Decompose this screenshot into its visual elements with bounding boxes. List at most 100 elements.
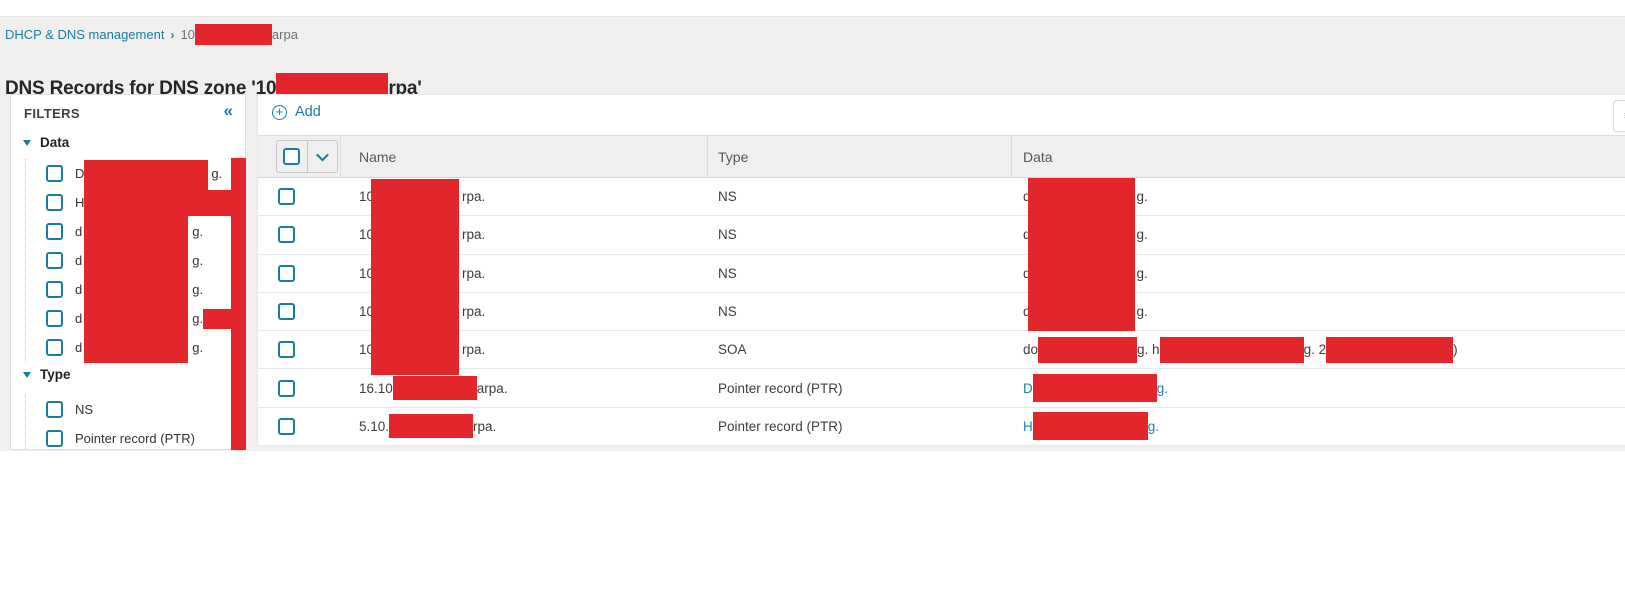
select-all-checkbox[interactable]: [283, 148, 301, 165]
filter-group-data[interactable]: Data: [23, 135, 69, 150]
filter-checkbox[interactable]: [46, 194, 63, 211]
breadcrumb-current-zone: 10 arpa: [180, 24, 298, 45]
text-fragment: NS: [75, 402, 94, 417]
filter-group-type-items: NS Pointer record (PTR): [25, 395, 195, 449]
records-panel: + Add ≡ Name Type Data: [257, 94, 1625, 447]
filter-item: NS: [46, 395, 195, 424]
filter-group-label: Type: [40, 367, 71, 382]
text-fragment: rpa.: [462, 265, 486, 281]
text-fragment: rpa.: [462, 342, 486, 358]
text-fragment: 10: [359, 304, 375, 320]
add-record-button[interactable]: + Add: [272, 104, 321, 120]
record-name-cell: 10 rpa.: [359, 178, 485, 215]
redacted-gap: [1031, 272, 1137, 274]
filter-checkbox[interactable]: [46, 430, 63, 447]
filter-checkbox[interactable]: [46, 252, 63, 269]
text-fragment: D: [1023, 380, 1033, 396]
redaction-box: [389, 414, 474, 439]
row-checkbox[interactable]: [278, 341, 295, 359]
column-header-data[interactable]: Data: [1023, 148, 1053, 165]
record-data-cell: d g.: [1023, 255, 1148, 292]
text-fragment: rpa.: [462, 189, 486, 205]
record-name-cell: 16.10 arpa.: [359, 369, 508, 406]
text-fragment: g. h: [1137, 342, 1160, 358]
text-fragment: Pointer record (PTR): [75, 431, 195, 446]
filter-item: d g.: [46, 275, 234, 304]
redaction-box: [392, 376, 477, 401]
table-row: 10 rpa. NS d g.: [258, 178, 1625, 217]
redacted-gap: [82, 260, 192, 262]
redacted-gap: [84, 173, 211, 175]
redacted-gap: [1031, 234, 1137, 236]
redaction-box: [1038, 336, 1138, 363]
divider: [306, 141, 308, 172]
filter-item: H: [46, 188, 235, 217]
column-header-name[interactable]: Name: [359, 148, 397, 165]
text-fragment: d: [75, 282, 83, 297]
text-fragment: g.: [1136, 265, 1148, 281]
column-divider: [1011, 136, 1012, 177]
filter-checkbox[interactable]: [46, 223, 63, 240]
table-body: 10 rpa. NS d g. 10 rpa. NS d g. 10 rpa. NS d g. 10 rpa. N…: [258, 178, 1625, 447]
column-header-type[interactable]: Type: [718, 148, 749, 165]
row-checkbox[interactable]: [278, 303, 295, 321]
row-checkbox[interactable]: [278, 226, 295, 244]
filter-item-label: d g.: [75, 224, 203, 239]
record-data-cell: d g.: [1023, 293, 1148, 330]
text-fragment: g.: [1136, 189, 1148, 205]
record-type-cell: Pointer record (PTR): [718, 418, 843, 434]
filter-checkbox[interactable]: [46, 281, 63, 298]
filter-checkbox[interactable]: [46, 401, 63, 418]
breadcrumb-link-dhcp-dns[interactable]: DHCP & DNS management: [5, 27, 165, 42]
filter-checkbox[interactable]: [46, 165, 63, 182]
select-menu-segment[interactable]: [308, 141, 338, 172]
redacted-gap: [1031, 196, 1137, 198]
text-fragment: d: [75, 311, 83, 326]
redacted-gap: [82, 318, 192, 320]
redaction-box: [203, 308, 232, 329]
table-row: 10 rpa. NS d g.: [258, 216, 1625, 255]
filter-item: d g.: [46, 304, 234, 333]
text-fragment: rpa': [388, 78, 422, 100]
text-fragment: g.: [192, 224, 204, 239]
add-button-label: Add: [295, 104, 321, 120]
plus-circle-icon: +: [272, 104, 287, 120]
collapse-sidebar-icon[interactable]: «: [223, 101, 233, 120]
table-header: Name Type Data: [258, 135, 1625, 178]
text-fragment: d: [1023, 189, 1031, 205]
table-options-button[interactable]: ≡: [1613, 100, 1625, 132]
row-checkbox[interactable]: [278, 188, 295, 206]
filter-item-label: H: [75, 189, 235, 216]
text-fragment: arpa: [271, 27, 298, 42]
row-checkbox[interactable]: [278, 264, 295, 282]
record-type-cell: SOA: [718, 342, 747, 358]
filter-checkbox[interactable]: [46, 310, 63, 327]
text-fragment: 10: [359, 342, 375, 358]
filter-checkbox[interactable]: [46, 339, 63, 356]
column-divider: [340, 136, 341, 177]
text-fragment: 10: [359, 227, 375, 243]
filter-group-type[interactable]: Type: [23, 367, 71, 382]
text-fragment: ): [1453, 342, 1458, 358]
text-fragment: g.: [1147, 418, 1160, 434]
chevron-down-icon: [23, 371, 31, 378]
text-fragment: g.: [192, 340, 204, 355]
filter-item: d g.: [46, 333, 234, 362]
text-fragment: d: [1023, 265, 1031, 281]
filter-item-label: d g.: [75, 340, 203, 355]
select-all-segment[interactable]: [277, 141, 307, 172]
row-checkbox[interactable]: [278, 379, 295, 397]
record-name-cell: 10 rpa.: [359, 216, 485, 253]
filter-item: d g.: [46, 217, 234, 246]
filter-item: Pointer record (PTR): [46, 424, 195, 449]
text-fragment: g.: [1136, 304, 1148, 320]
redacted-gap: [82, 231, 192, 233]
row-checkbox[interactable]: [278, 417, 295, 435]
